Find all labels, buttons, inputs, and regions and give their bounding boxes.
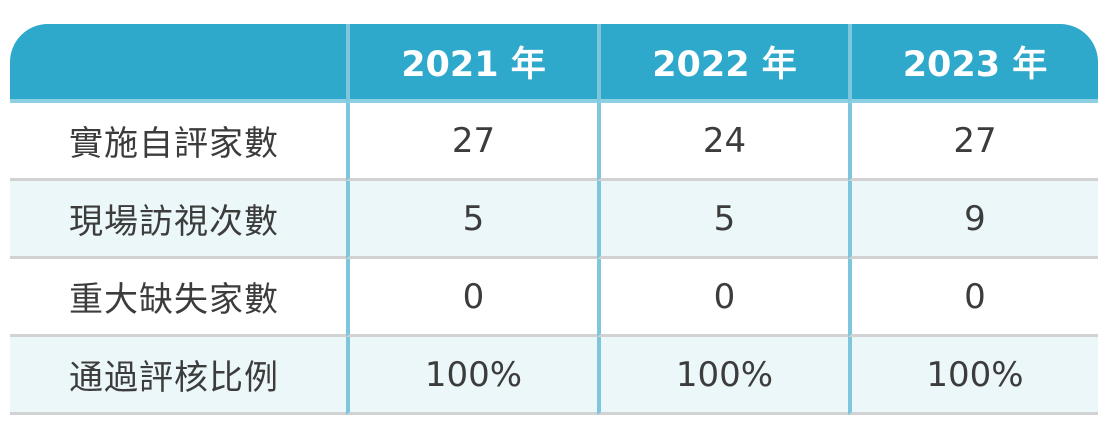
- table-cell: 0: [346, 259, 597, 337]
- table-cell: 24: [597, 103, 848, 181]
- table-cell: 27: [346, 103, 597, 181]
- header-year-2023: 2023 年: [848, 24, 1098, 103]
- table-row: 實施自評家數 27 24 27: [10, 103, 1098, 181]
- row-label: 現場訪視次數: [10, 181, 346, 259]
- table-cell: 9: [848, 181, 1098, 259]
- statistics-table-container: 2021 年 2022 年 2023 年 實施自評家數 27 24 27 現場訪…: [10, 24, 1098, 415]
- header-corner-cell: [10, 24, 346, 103]
- table-cell: 5: [346, 181, 597, 259]
- table-body: 實施自評家數 27 24 27 現場訪視次數 5 5 9 重大缺失家數 0 0 …: [10, 103, 1098, 415]
- table-cell: 27: [848, 103, 1098, 181]
- table-cell: 100%: [346, 337, 597, 415]
- header-year-2021: 2021 年: [346, 24, 597, 103]
- statistics-table: 2021 年 2022 年 2023 年 實施自評家數 27 24 27 現場訪…: [10, 24, 1098, 415]
- header-year-2022: 2022 年: [597, 24, 848, 103]
- table-cell: 100%: [848, 337, 1098, 415]
- table-row: 現場訪視次數 5 5 9: [10, 181, 1098, 259]
- table-header: 2021 年 2022 年 2023 年: [10, 24, 1098, 103]
- table-row: 重大缺失家數 0 0 0: [10, 259, 1098, 337]
- table-cell: 5: [597, 181, 848, 259]
- table-cell: 0: [597, 259, 848, 337]
- row-label: 通過評核比例: [10, 337, 346, 415]
- table-cell: 0: [848, 259, 1098, 337]
- table-cell: 100%: [597, 337, 848, 415]
- header-row: 2021 年 2022 年 2023 年: [10, 24, 1098, 103]
- row-label: 重大缺失家數: [10, 259, 346, 337]
- table-row: 通過評核比例 100% 100% 100%: [10, 337, 1098, 415]
- row-label: 實施自評家數: [10, 103, 346, 181]
